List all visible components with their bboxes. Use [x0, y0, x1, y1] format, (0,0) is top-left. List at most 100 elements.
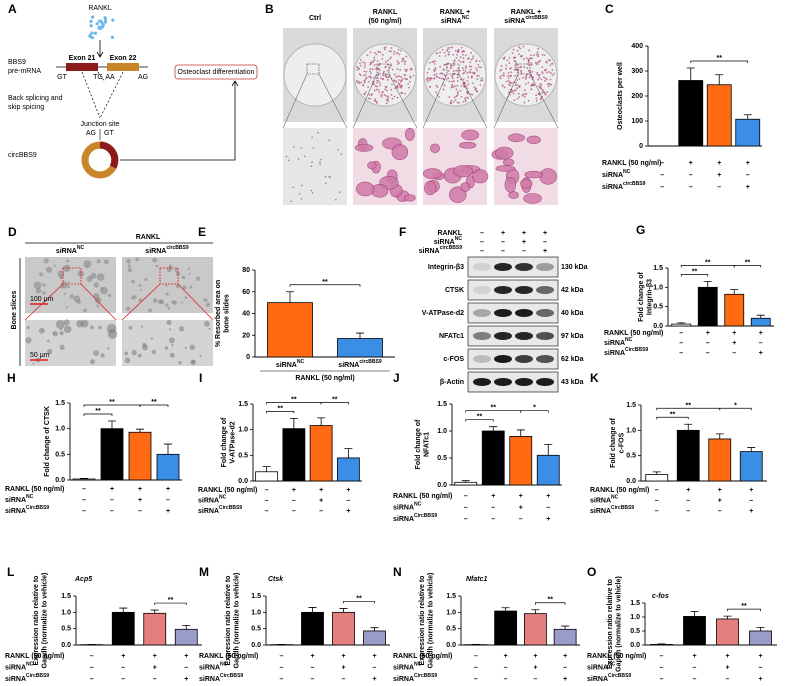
condition-sign-part: + [501, 230, 505, 237]
pit [47, 348, 53, 355]
condition-sign-part: – [693, 664, 697, 671]
condition-label-part: RANKL (50 ng/ml) [5, 486, 64, 493]
condition-label-part: siRNA [587, 676, 608, 683]
group-label-part: siRNA [145, 248, 166, 255]
cell [300, 147, 303, 149]
condition-sign: + [758, 653, 762, 660]
chart-title-part: c-fos [652, 593, 669, 600]
condition-label-part: NC [220, 662, 228, 668]
site-label-part: AA [105, 74, 115, 81]
y-tick-label-part: 1.0 [251, 609, 261, 616]
significance-label: ** [491, 405, 497, 412]
condition-sign-part: – [693, 676, 697, 683]
stain [514, 74, 516, 77]
y-tick-label: 1.5 [61, 593, 71, 600]
stain [358, 73, 361, 76]
stain [538, 76, 541, 79]
condition-label-part: siRNA [393, 664, 414, 671]
stain [522, 76, 524, 79]
stain [476, 78, 479, 80]
stain [388, 50, 391, 53]
stain [381, 91, 384, 93]
significance-bracket [289, 284, 361, 287]
stain [459, 78, 462, 81]
stain [539, 86, 542, 89]
condition-sign-part: + [717, 172, 721, 179]
condition-sign-part: + [692, 653, 696, 660]
stain [471, 93, 474, 96]
osteoclast [422, 168, 442, 180]
cell [338, 191, 341, 193]
gene-label: BBS9 [8, 59, 26, 66]
stain [435, 91, 437, 94]
condition-label-part: NC [414, 662, 422, 668]
condition-label: siRNANC [587, 662, 616, 672]
pit [100, 287, 104, 291]
stain [397, 63, 399, 65]
condition-sign-part: – [121, 676, 125, 683]
blot-band [494, 355, 512, 363]
error-bar [182, 625, 191, 630]
pit [165, 303, 169, 307]
condition-sign: + [166, 508, 170, 515]
stain [396, 60, 399, 63]
condition-sign: + [319, 497, 323, 504]
bar [111, 611, 135, 646]
condition-label: RANKL (50 ng/ml) [5, 653, 64, 660]
condition-sign: + [758, 676, 762, 683]
blot-band [494, 286, 512, 294]
protein-label-part: Integrin-β3 [428, 264, 464, 271]
stain [374, 98, 376, 101]
stain [525, 57, 528, 59]
pit [184, 346, 187, 350]
molecule [100, 21, 104, 25]
error-bar [684, 423, 693, 431]
column-header: Ctrl [309, 15, 321, 22]
y-axis-label-part: c-FOS [618, 432, 625, 453]
size-label-part: 43 kDa [561, 379, 584, 386]
gene-label-part: BBS9 [8, 59, 26, 66]
stain [388, 66, 391, 69]
condition-sign: – [746, 172, 750, 179]
stain [479, 84, 482, 86]
condition-sign: + [717, 160, 721, 167]
condition-sign: – [732, 350, 736, 357]
stain [540, 78, 543, 81]
significance-label: * [533, 405, 536, 412]
condition-sign-part: – [121, 664, 125, 671]
y-axis-label-part: Gapdh (normalize to vehicle) [615, 576, 622, 672]
stain [505, 67, 508, 70]
stain [439, 51, 442, 54]
y-axis-label-part: Gapdh (normalize to vehicle) [427, 573, 434, 669]
pit [147, 308, 153, 313]
size-label: 97 kDa [561, 333, 584, 340]
stain [542, 89, 544, 92]
y-tick-label: 0.0 [653, 323, 663, 330]
stain [436, 52, 439, 54]
condition-sign-part: – [110, 497, 114, 504]
pit [208, 327, 211, 330]
stain [426, 71, 429, 74]
stain [367, 97, 370, 100]
stain [516, 87, 519, 90]
significance-label-part: ** [717, 55, 723, 62]
bar [494, 610, 518, 646]
condition-sign: + [184, 653, 188, 660]
stain [537, 78, 540, 81]
stain [365, 70, 368, 73]
osteoclast [356, 181, 375, 197]
pit [166, 319, 172, 326]
condition-sign-part: + [319, 497, 323, 504]
condition-sign-part: – [563, 664, 567, 671]
zoom-image [283, 128, 347, 205]
stain [527, 61, 530, 64]
stain [386, 89, 388, 92]
y-tick-label: 1.0 [437, 428, 447, 435]
blot-strip [467, 325, 559, 347]
condition-sign: – [82, 497, 86, 504]
condition-sign-part: – [660, 184, 664, 191]
blot-strip [467, 348, 559, 370]
significance-label-part: ** [332, 396, 338, 403]
stain [551, 68, 554, 71]
y-tick-label-part: 1.0 [653, 284, 663, 291]
